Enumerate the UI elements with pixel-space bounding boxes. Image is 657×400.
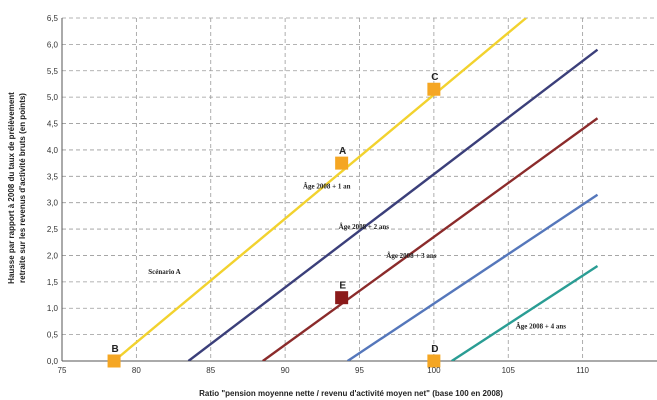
point-marker-e [335, 291, 349, 305]
series-line-0 [113, 18, 527, 361]
x-tick-label-1: 80 [132, 366, 141, 375]
x-axis-title: Ratio "pension moyenne nette / revenu d'… [199, 389, 503, 398]
grid [61, 17, 657, 362]
point-label-e: E [339, 281, 346, 292]
point-marker-d [427, 354, 441, 368]
series-label-2: Âge 2008 + 2 ans [339, 223, 390, 231]
series-line-2 [262, 117, 599, 361]
series-label-1: Âge 2008 + 1 an [303, 182, 351, 190]
point-marker-c [427, 82, 441, 96]
x-tick-label-3: 90 [281, 366, 290, 375]
y-tick-label-11: 5,5 [47, 67, 59, 76]
x-tick-label-6: 105 [502, 366, 516, 375]
data-points: A B C D E [107, 72, 441, 368]
x-axis-ticks: 75 80 85 90 95 100 105 110 [58, 366, 590, 375]
y-tick-label-2: 1,0 [47, 304, 59, 313]
point-label-b: B [111, 344, 118, 355]
y-tick-label-5: 2,5 [47, 225, 59, 234]
series-line-4 [451, 265, 599, 361]
y-tick-label-10: 5,0 [47, 93, 59, 102]
y-tick-label-0: 0,0 [47, 357, 59, 366]
y-tick-label-1: 0,5 [47, 331, 59, 340]
point-label-c: C [431, 72, 438, 83]
series-label-3: Âge 2008 + 3 ans [386, 252, 437, 260]
y-tick-label-6: 3,0 [47, 199, 59, 208]
y-tick-label-13: 6,5 [47, 14, 59, 23]
point-label-a: A [339, 146, 346, 157]
series-line-3 [346, 193, 599, 361]
y-tick-label-12: 6,0 [47, 40, 59, 49]
point-label-d: D [431, 344, 438, 355]
point-marker-b [107, 354, 121, 368]
x-tick-label-7: 110 [576, 366, 589, 375]
series-lines [113, 18, 599, 361]
x-tick-label-5: 100 [427, 366, 441, 375]
y-tick-label-9: 4,5 [47, 120, 59, 129]
point-marker-a [335, 156, 349, 170]
y-tick-label-7: 3,5 [47, 172, 59, 181]
y-axis-title-line1: Hausse par rapport à 2008 du taux de pré… [7, 92, 16, 284]
x-tick-label-2: 85 [206, 366, 215, 375]
series-line-1 [187, 48, 599, 361]
series-labels: Scénario A Âge 2008 + 1 an Âge 2008 + 2 an… [148, 182, 566, 330]
y-tick-label-3: 1,5 [47, 278, 59, 287]
x-tick-label-4: 95 [355, 366, 364, 375]
series-label-0: Scénario A [148, 268, 180, 276]
series-label-4: Âge 2008 + 4 ans [516, 322, 567, 330]
y-tick-label-4: 2,0 [47, 251, 59, 260]
x-tick-label-0: 75 [58, 366, 67, 375]
y-axis-title-line2: retraite sur les revenus d'activité brut… [18, 93, 27, 283]
y-tick-label-8: 4,0 [47, 146, 59, 155]
y-axis-ticks: 0,0 0,5 1,0 1,5 2,0 2,5 3,0 3,5 4,0 4,5 5,0 5,5 6,0 6… [47, 14, 59, 366]
